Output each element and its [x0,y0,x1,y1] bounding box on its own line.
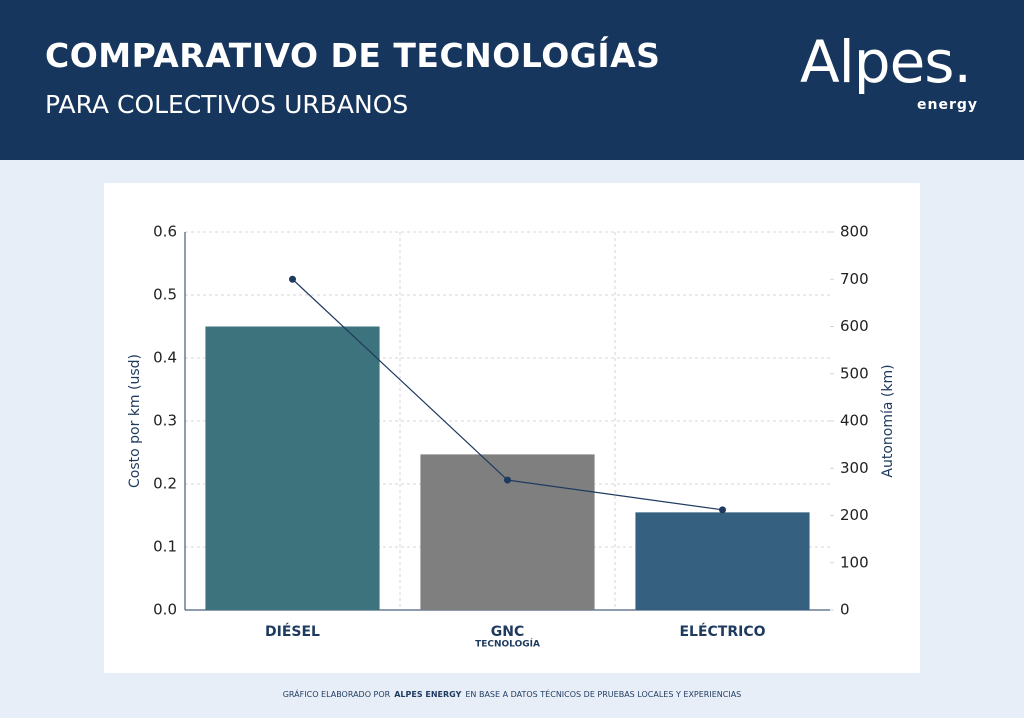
logo: Alpes. [800,28,972,96]
y2-axis-label: Autonomía (km) [880,364,896,477]
subtitle: PARA COLECTIVOS URBANOS [45,90,409,119]
footer: GRÁFICO ELABORADO POR ALPES ENERGY EN BASE… [0,690,1024,699]
logo-sub: energy [917,97,979,113]
header: COMPARATIVO DE TECNOLOGÍAS PARA COLECTIV… [0,0,1024,160]
bar [205,326,380,610]
point [719,506,726,514]
bar [635,512,810,610]
y2-tick-label: 400 [840,412,869,430]
y-axis-label: Costo por km (usd) [127,354,143,488]
y-tick-label: 0.6 [153,223,177,241]
point [504,476,511,484]
y-tick-label: 0.5 [153,286,177,304]
footer-brand: ALPES ENERGY [394,690,462,699]
y2-tick-label: 800 [840,223,869,241]
y2-tick-label: 300 [840,459,869,477]
footer-text: GRÁFICO ELABORADO POR [282,690,391,699]
y2-tick-label: 700 [840,270,869,288]
y-tick-label: 0.2 [153,475,177,493]
x-tick-label: GNC [491,624,524,640]
x-tick-label: ELÉCTRICO [679,623,765,640]
y-tick-label: 0.0 [153,601,177,619]
y-tick-label: 0.3 [153,412,177,430]
y2-tick-label: 600 [840,317,869,335]
y2-tick-label: 0 [840,601,850,619]
y-tick-label: 0.1 [153,538,177,556]
title: COMPARATIVO DE TECNOLOGÍAS [45,36,661,75]
footer-text: EN BASE A DATOS TÉCNICOS DE PRUEBAS LOCA… [465,690,742,699]
y2-tick-label: 100 [840,553,869,571]
y2-tick-label: 500 [840,364,869,382]
point [289,275,296,283]
y2-tick-label: 200 [840,506,869,524]
x-tick-label: DIÉSEL [265,623,320,640]
y-tick-label: 0.4 [153,349,177,367]
x-axis-label: TECNOLOGÍA [475,638,540,650]
